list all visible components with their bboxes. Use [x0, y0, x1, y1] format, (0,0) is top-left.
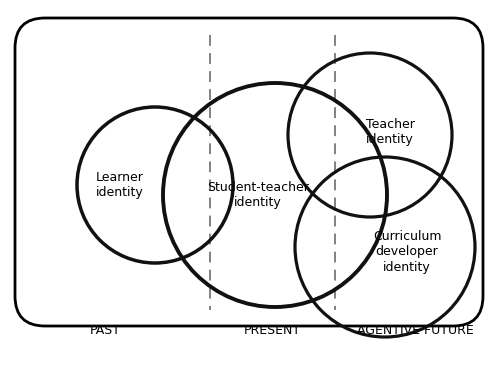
Text: PRESENT: PRESENT — [244, 323, 300, 336]
Text: AGENTIVE FUTURE: AGENTIVE FUTURE — [356, 323, 474, 336]
Text: Curriculum
developer
identity: Curriculum developer identity — [373, 230, 442, 273]
FancyBboxPatch shape — [15, 18, 483, 326]
Text: Student-teacher
identity: Student-teacher identity — [207, 181, 309, 209]
Text: Teacher
identity: Teacher identity — [366, 118, 414, 146]
Text: Learner
identity: Learner identity — [96, 171, 144, 199]
Text: PAST: PAST — [90, 323, 120, 336]
